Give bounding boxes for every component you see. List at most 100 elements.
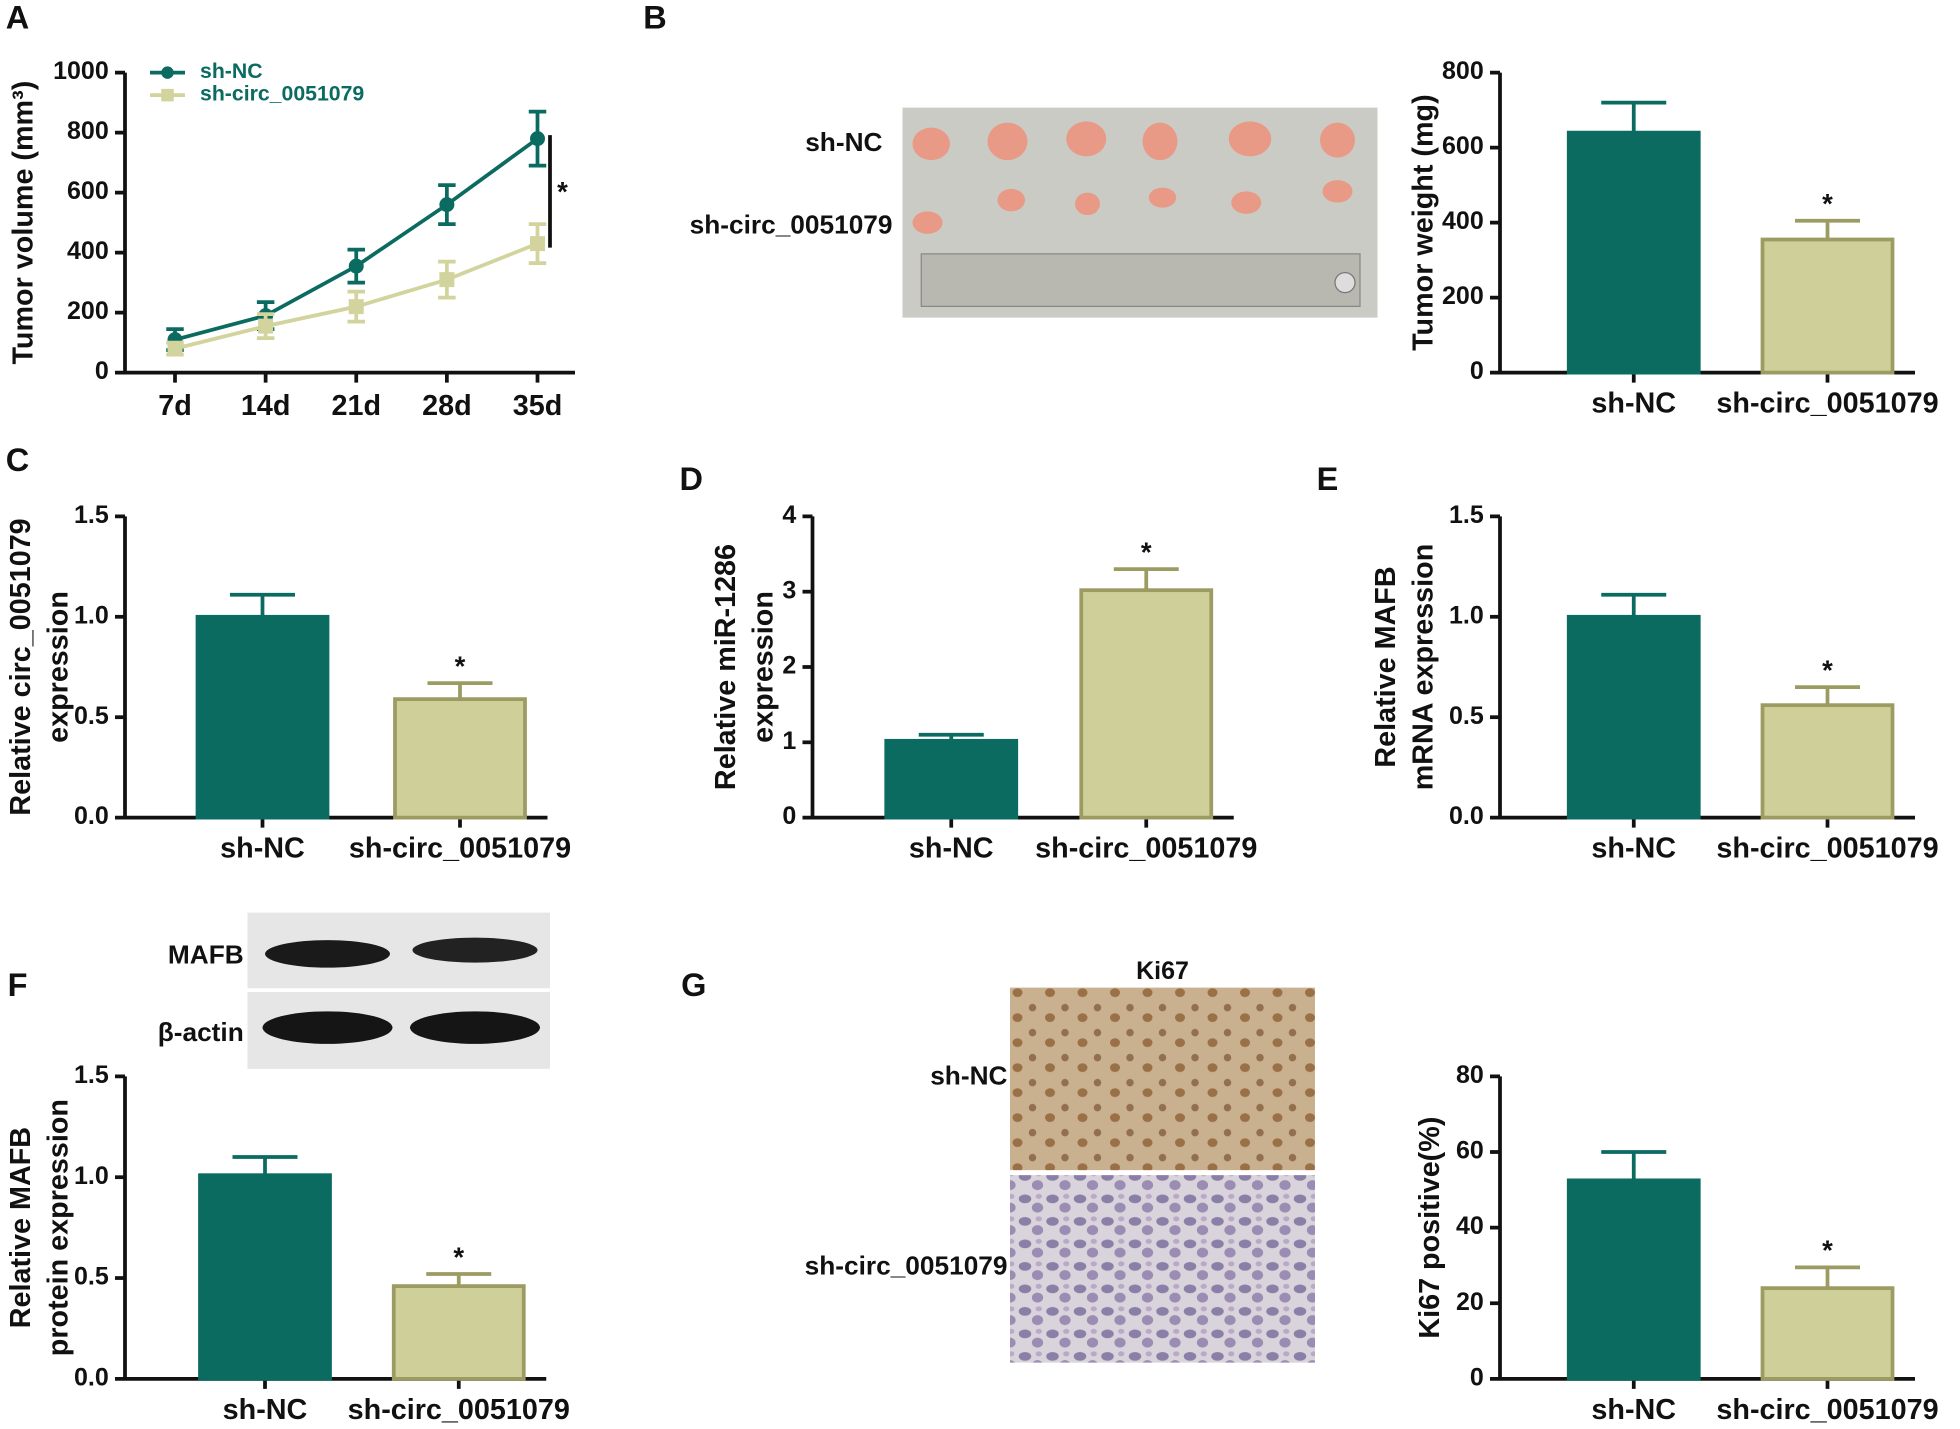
row-label: MAFB (168, 939, 244, 969)
y-tick-label: 0 (1470, 357, 1484, 385)
y-tick-label: 0.5 (74, 1263, 109, 1291)
y-tick-label: 0.0 (74, 802, 109, 830)
x-tick-label: sh-NC (909, 833, 994, 865)
y-tick-label: 1.0 (74, 1162, 109, 1190)
bar (1760, 237, 1895, 375)
y-axis-label: protein expression (43, 1099, 75, 1356)
panel-label: G (681, 967, 706, 1003)
panel-label: A (6, 0, 29, 36)
y-tick-label: 0.0 (74, 1363, 109, 1391)
y-tick-label: 1 (782, 727, 796, 755)
y-tick-label: 0 (1470, 1363, 1484, 1391)
bar (1566, 1178, 1701, 1381)
marker (258, 318, 274, 334)
bar (884, 738, 1019, 820)
legend-label: sh-NC (200, 59, 263, 83)
annotation: * (1822, 1235, 1833, 1266)
ihc-image (1010, 987, 1315, 1363)
y-tick-label: 1.0 (1449, 601, 1484, 629)
y-axis-label: Tumor weight (mg) (1408, 94, 1440, 351)
annotation: * (453, 1241, 464, 1272)
x-tick-label: sh-circ_0051079 (348, 1394, 570, 1426)
y-tick-label: 0.5 (74, 702, 109, 730)
y-tick-label: 600 (1442, 132, 1484, 160)
y-tick-label: 800 (1442, 57, 1484, 85)
error-bar (426, 1272, 492, 1287)
y-tick-label: 1.5 (74, 501, 109, 529)
error-bar (1795, 685, 1860, 706)
error-bar (427, 681, 493, 700)
y-axis-label: Relative MAFB (1370, 566, 1402, 767)
x-tick-label: 21d (331, 390, 381, 422)
y-axis-label: mRNA expression (1408, 544, 1440, 791)
x-tick-label: sh-circ_0051079 (1035, 833, 1257, 865)
x-tick-label: sh-NC (1591, 1394, 1676, 1426)
y-tick-label: 600 (67, 177, 109, 205)
bar (393, 697, 527, 820)
x-tick-label: sh-NC (1591, 833, 1676, 865)
marker (530, 131, 545, 147)
y-tick-label: 20 (1456, 1288, 1484, 1316)
y-tick-label: 2 (782, 652, 796, 680)
row-label: sh-circ_0051079 (690, 209, 893, 239)
y-tick-label: 800 (67, 117, 109, 145)
panel-label: D (680, 461, 703, 497)
y-tick-label: 200 (67, 297, 109, 325)
y-tick-label: 200 (1442, 282, 1484, 310)
y-tick-label: 4 (782, 501, 796, 529)
x-tick-label: sh-circ_0051079 (349, 833, 571, 865)
x-tick-label: 7d (158, 390, 192, 422)
y-axis-label: Relative miR-1286 (710, 544, 742, 790)
panel-label: F (8, 967, 28, 1003)
x-tick-label: 14d (241, 390, 291, 422)
y-axis-label: expression (43, 591, 75, 743)
annotation: * (1141, 536, 1152, 567)
y-tick-label: 0 (782, 802, 796, 830)
bar (391, 1284, 526, 1381)
bar (1566, 130, 1701, 375)
bar (1760, 703, 1895, 820)
y-tick-label: 400 (1442, 207, 1484, 235)
x-tick-label: sh-circ_0051079 (1716, 388, 1938, 420)
tumor-photo (902, 107, 1378, 318)
y-axis-label: expression (748, 591, 780, 743)
row-label: sh-circ_0051079 (805, 1251, 1008, 1281)
error-bar (230, 592, 295, 617)
x-tick-label: sh-NC (1591, 388, 1676, 420)
panel-label: C (6, 442, 29, 478)
legend-marker (161, 66, 174, 79)
y-tick-label: 1.5 (74, 1061, 109, 1089)
y-axis-label: Tumor volume (mm³) (8, 81, 40, 365)
error-bar (1601, 100, 1667, 133)
bar (198, 1173, 332, 1381)
annotation: * (1822, 654, 1833, 685)
error-bar (1601, 1150, 1667, 1181)
bar (1760, 1286, 1895, 1381)
y-tick-label: 0.5 (1449, 702, 1484, 730)
row-label: sh-NC (930, 1061, 1007, 1091)
x-tick-label: 28d (422, 390, 472, 422)
marker (348, 299, 364, 315)
marker (530, 236, 545, 252)
error-bar (232, 1155, 298, 1176)
error-bar (1795, 218, 1860, 240)
legend-marker (161, 88, 174, 102)
bar (1079, 588, 1214, 820)
bar (1566, 614, 1701, 820)
x-tick-label: sh-NC (220, 833, 305, 865)
error-bar (1113, 567, 1179, 591)
x-tick-label: sh-circ_0051079 (1716, 833, 1938, 865)
western-blot (247, 912, 550, 1069)
y-axis-label: Ki67 positive(%) (1414, 1117, 1446, 1339)
y-tick-label: 40 (1456, 1212, 1484, 1240)
bar (195, 614, 330, 820)
annotation: * (455, 650, 466, 681)
error-bar (1795, 1265, 1860, 1289)
marker (439, 197, 455, 213)
y-tick-label: 1.0 (74, 601, 109, 629)
y-tick-label: 3 (782, 576, 796, 604)
annotation: * (557, 176, 568, 207)
y-axis-label: Relative MAFB (5, 1127, 37, 1328)
y-tick-label: 1000 (53, 57, 109, 85)
error-bar (1601, 592, 1667, 617)
